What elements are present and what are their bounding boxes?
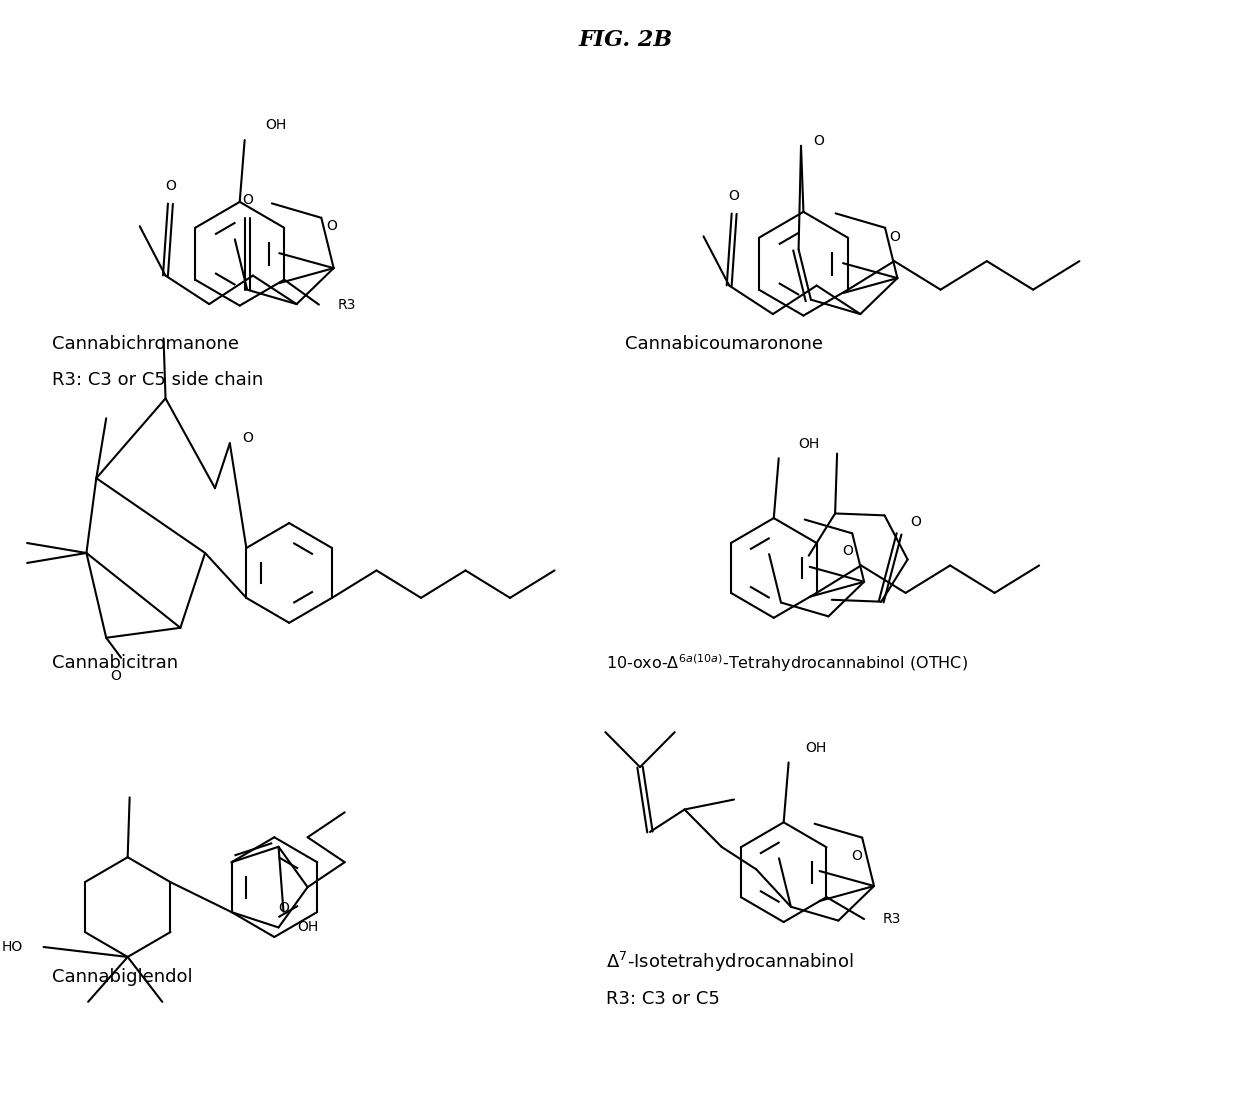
Text: OH: OH — [797, 437, 818, 451]
Text: R3: C3 or C5 side chain: R3: C3 or C5 side chain — [52, 371, 263, 390]
Text: O: O — [729, 189, 739, 203]
Text: O: O — [910, 515, 921, 529]
Text: $\Delta^{7}$-Isotetrahydrocannabinol: $\Delta^{7}$-Isotetrahydrocannabinol — [605, 950, 853, 974]
Text: R3: R3 — [337, 298, 356, 312]
Text: FIG. 2B: FIG. 2B — [578, 30, 672, 52]
Text: O: O — [889, 229, 900, 244]
Text: O: O — [326, 219, 336, 233]
Text: O: O — [278, 900, 289, 915]
Text: Cannabichromanone: Cannabichromanone — [52, 335, 239, 352]
Text: 10-oxo-$\Delta^{6a(10a)}$-Tetrahydrocannabinol (OTHC): 10-oxo-$\Delta^{6a(10a)}$-Tetrahydrocann… — [605, 652, 967, 673]
Text: O: O — [852, 849, 863, 863]
Text: O: O — [813, 134, 825, 148]
Text: O: O — [165, 179, 176, 193]
Text: Cannabicitran: Cannabicitran — [52, 653, 177, 672]
Text: HO: HO — [1, 940, 22, 954]
Text: Cannabiglendol: Cannabiglendol — [52, 968, 192, 986]
Text: O: O — [842, 545, 853, 558]
Text: R3: C3 or C5: R3: C3 or C5 — [605, 990, 719, 1008]
Text: OH: OH — [806, 741, 827, 755]
Text: OH: OH — [298, 920, 319, 933]
Text: O: O — [110, 669, 122, 683]
Text: O: O — [242, 193, 253, 206]
Text: OH: OH — [265, 119, 286, 132]
Text: O: O — [242, 432, 253, 446]
Text: R3: R3 — [883, 912, 901, 926]
Text: Cannabicoumaronone: Cannabicoumaronone — [625, 335, 823, 352]
